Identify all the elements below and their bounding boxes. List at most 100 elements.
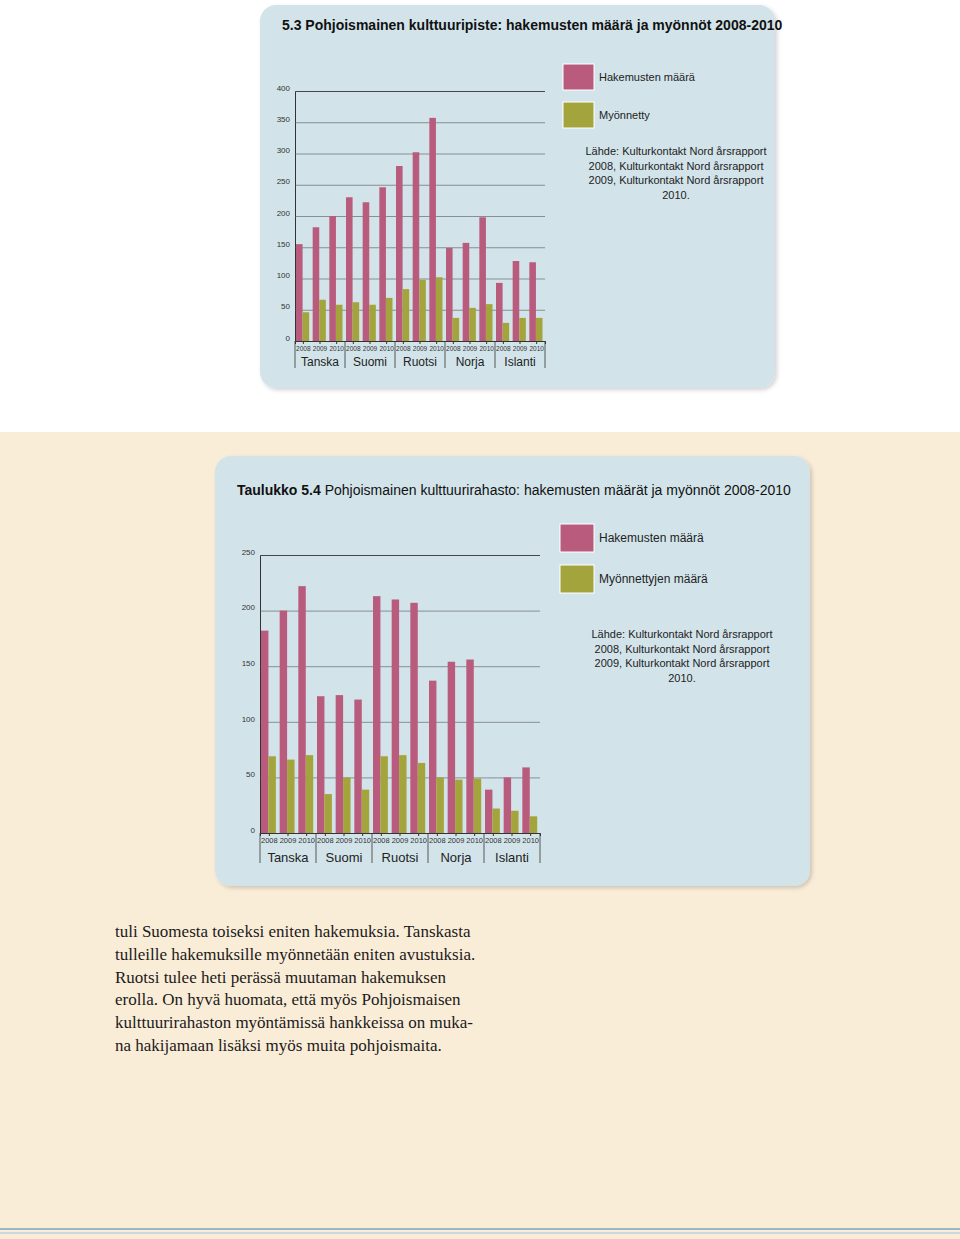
x-tick-label: 2010 (429, 345, 444, 352)
x-tick-mark (453, 341, 454, 344)
bar (280, 611, 287, 833)
x-tick: 2010 (522, 833, 539, 845)
group-separator (445, 341, 446, 368)
bar (353, 302, 360, 341)
group-label: Islanti (504, 355, 535, 369)
x-tick-label: 2009 (513, 345, 528, 352)
x-tick: 2008 (429, 833, 446, 845)
group-separator (545, 341, 546, 368)
bar (403, 289, 410, 341)
source-note: 2010. (668, 672, 696, 684)
bar (261, 631, 268, 833)
y-axis-line (261, 556, 541, 834)
bar (303, 312, 310, 341)
footer-rule (0, 1232, 960, 1234)
source-note: Lähde: Kulturkontakt Nord årsrapport (586, 145, 767, 157)
legend-label: Myönnettyjen määrä (599, 572, 708, 586)
x-tick-mark (486, 341, 487, 344)
x-tick: 2010 (410, 833, 427, 845)
x-tick-mark (403, 341, 404, 344)
y-tick-label: 300 (277, 146, 291, 155)
group-label: Tanska (301, 355, 339, 369)
chart: Taulukko 5.4 Pohjoismainen kulttuuriraha… (215, 456, 810, 886)
legend-label: Hakemusten määrä (599, 71, 696, 83)
x-tick-label: 2010 (522, 836, 539, 845)
x-tick-label: 2008 (373, 836, 390, 845)
y-tick-label: 200 (242, 603, 256, 612)
x-tick-label: 2010 (529, 345, 544, 352)
bar (418, 763, 425, 833)
group-separator (395, 341, 396, 368)
page: 5.3 Pohjoismainen kulttuuripiste: hakemu… (0, 0, 960, 1239)
x-tick: 2010 (429, 341, 444, 352)
x-tick-label: 2008 (396, 345, 411, 352)
bar (530, 816, 537, 833)
y-tick-label: 100 (277, 271, 291, 280)
bar (519, 318, 526, 341)
bar (392, 599, 399, 833)
bar (386, 298, 393, 341)
bar (296, 244, 303, 341)
footer-rule (0, 1228, 960, 1230)
legend-swatch (563, 102, 594, 128)
chart-title: 5.3 Pohjoismainen kulttuuripiste: hakemu… (282, 17, 782, 33)
x-tick: 2010 (354, 833, 371, 845)
bar (336, 305, 343, 341)
source-note: Lähde: Kulturkontakt Nord årsrapport (592, 628, 773, 640)
chart-title: Taulukko 5.4 Pohjoismainen kulttuuriraha… (237, 482, 791, 498)
bar (446, 248, 453, 341)
chart: 5.3 Pohjoismainen kulttuuripiste: hakemu… (260, 5, 782, 388)
bar (413, 152, 420, 341)
bar (485, 790, 492, 833)
group-separator (260, 833, 261, 863)
bar (379, 187, 386, 341)
x-tick-label: 2010 (479, 345, 494, 352)
legend-swatch (560, 524, 594, 552)
x-axis: 2008200920102008200920102008200920102008… (261, 833, 541, 845)
y-tick: 200 (277, 209, 545, 218)
x-tick-label: 2009 (313, 345, 328, 352)
x-tick-mark (320, 341, 321, 344)
y-tick: 400 (277, 84, 545, 93)
bar (336, 695, 343, 833)
paragraph-line: tuli Suomesta toiseksi eniten hakemuksia… (115, 922, 471, 941)
group-separator (495, 341, 496, 368)
x-tick-label: 2008 (429, 836, 446, 845)
x-tick: 2008 (373, 833, 390, 845)
x-tick-mark (470, 341, 471, 344)
bar (343, 777, 350, 833)
x-tick: 2008 (296, 341, 311, 352)
bar (324, 794, 331, 833)
y-tick-label: 350 (277, 115, 291, 124)
x-tick-mark (303, 341, 304, 344)
x-tick: 2010 (529, 341, 544, 352)
bar (268, 756, 275, 833)
source-note: 2009, Kulturkontakt Nord årsrapport (595, 657, 770, 669)
section-background (0, 432, 960, 1239)
bar (346, 197, 353, 341)
x-tick: 2009 (313, 341, 328, 352)
group-label: Ruotsi (382, 850, 419, 865)
group-label: Suomi (353, 355, 387, 369)
x-tick-label: 2008 (496, 345, 511, 352)
x-tick-label: 2008 (317, 836, 334, 845)
y-tick-label: 0 (251, 826, 256, 835)
bar (362, 790, 369, 833)
bar (369, 305, 376, 341)
y-tick: 250 (277, 177, 545, 186)
x-tick-mark (370, 341, 371, 344)
x-tick-label: 2009 (392, 836, 409, 845)
x-tick-label: 2008 (261, 836, 278, 845)
bar (329, 216, 336, 341)
x-tick-label: 2009 (463, 345, 478, 352)
x-tick-label: 2008 (485, 836, 502, 845)
group-label: Norja (456, 355, 485, 369)
y-tick-label: 50 (281, 302, 290, 311)
y-tick-label: 250 (277, 177, 291, 186)
bar (419, 280, 426, 341)
x-tick: 2008 (346, 341, 361, 352)
y-tick-label: 250 (242, 548, 256, 557)
bar (436, 777, 443, 833)
group-label: Norja (440, 850, 472, 865)
bar (448, 662, 455, 833)
